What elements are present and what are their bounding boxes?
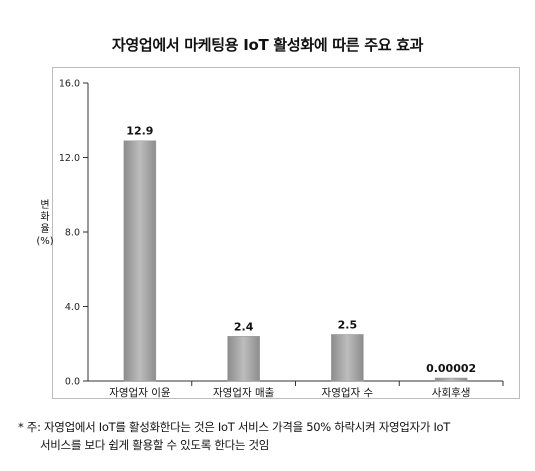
bar-value-label: 12.9 xyxy=(126,125,153,138)
bar xyxy=(123,140,157,382)
bar xyxy=(434,377,468,382)
bar xyxy=(331,334,364,382)
bar-value-label: 2.5 xyxy=(338,318,358,331)
bar-value-label: 2.4 xyxy=(234,320,254,333)
footnote-line-1: * 주: 자영업에서 IoT를 활성화한다는 것은 IoT 서비스 가격을 50… xyxy=(18,420,451,434)
bar-value-label: 0.00002 xyxy=(426,362,476,375)
y-tick-label: 12.0 xyxy=(59,153,80,164)
y-tick-label: 4.0 xyxy=(65,302,80,313)
bar xyxy=(227,336,260,382)
x-tick-label: 자영업자 매출 xyxy=(213,386,275,399)
y-axis-label: 변 화 율 (%) xyxy=(36,200,54,247)
y-tick-label: 16.0 xyxy=(59,79,80,90)
chart-frame xyxy=(52,67,520,399)
y-tick-label: 8.0 xyxy=(65,228,80,239)
x-tick-label: 자영업자 이윤 xyxy=(109,386,171,399)
footnote-line-2: 서비스를 보다 쉽게 활용할 수 있도록 한다는 것임 xyxy=(40,438,270,452)
chart-title: 자영업에서 마케팅용 IoT 활성화에 따른 주요 효과 xyxy=(111,36,424,54)
x-tick-label: 자영업자 수 xyxy=(322,386,374,399)
x-tick-label: 사회후생 xyxy=(432,387,471,399)
footnote: * 주: 자영업에서 IoT를 활성화한다는 것은 IoT 서비스 가격을 50… xyxy=(18,418,523,454)
y-tick-label: 0.0 xyxy=(65,377,80,388)
